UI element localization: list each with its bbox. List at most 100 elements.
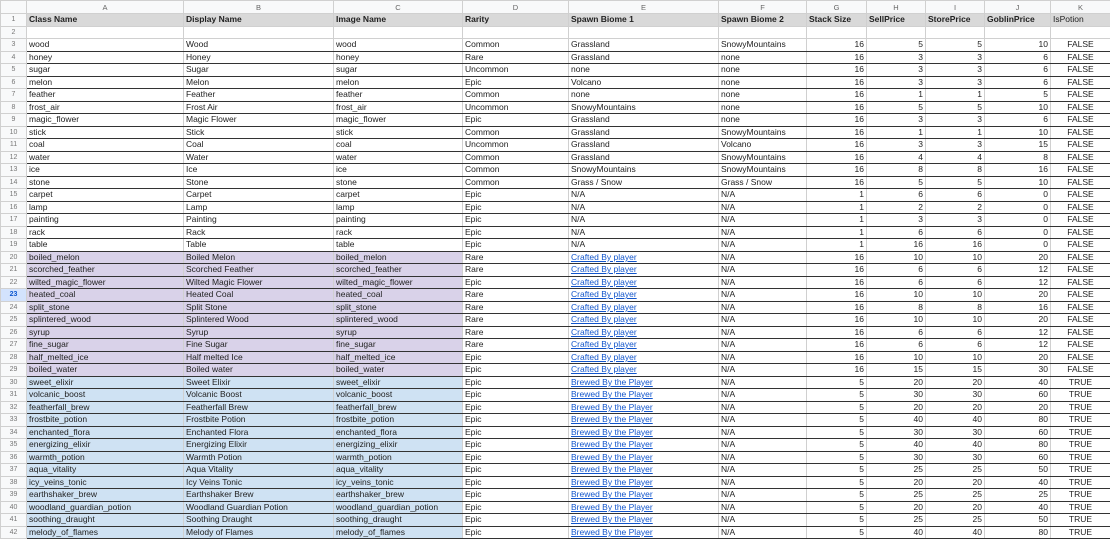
cell-j[interactable]: 40 xyxy=(984,475,1051,489)
cell-a[interactable]: boiled_water xyxy=(26,363,184,377)
cell-g[interactable]: 5 xyxy=(806,375,867,389)
cell-b[interactable]: Syrup xyxy=(183,325,334,339)
row-number[interactable]: 22 xyxy=(0,275,27,289)
cell-a[interactable]: split_stone xyxy=(26,300,184,314)
cell-d[interactable]: Epic xyxy=(462,438,569,452)
cell-k[interactable]: TRUE xyxy=(1050,375,1110,389)
cell-b[interactable]: Wilted Magic Flower xyxy=(183,275,334,289)
cell-e[interactable]: Volcano xyxy=(568,75,719,89)
cell-k[interactable]: FALSE xyxy=(1050,175,1110,189)
link-cell[interactable]: Brewed By the Player xyxy=(568,375,719,389)
row-number[interactable]: 32 xyxy=(0,400,27,414)
cell-i[interactable]: 5 xyxy=(925,38,985,52)
cell-k[interactable]: FALSE xyxy=(1050,188,1110,202)
cell-d[interactable]: Epic xyxy=(462,213,569,227)
cell-k[interactable]: FALSE xyxy=(1050,38,1110,52)
cell-i[interactable]: 6 xyxy=(925,325,985,339)
cell-h[interactable]: 6 xyxy=(866,263,926,277)
row-number[interactable]: 41 xyxy=(0,513,27,527)
cell-h[interactable]: 1 xyxy=(866,88,926,102)
row-number[interactable]: 4 xyxy=(0,50,27,64)
cell-f[interactable]: N/A xyxy=(718,313,807,327)
empty-cell[interactable] xyxy=(806,25,867,39)
cell-g[interactable]: 16 xyxy=(806,113,867,127)
cell-g[interactable]: 16 xyxy=(806,363,867,377)
cell-f[interactable]: none xyxy=(718,75,807,89)
cell-h[interactable]: 3 xyxy=(866,213,926,227)
cell-a[interactable]: wood xyxy=(26,38,184,52)
cell-b[interactable]: Table xyxy=(183,238,334,252)
cell-g[interactable]: 16 xyxy=(806,100,867,114)
cell-h[interactable]: 25 xyxy=(866,513,926,527)
link-cell[interactable]: Brewed By the Player xyxy=(568,513,719,527)
cell-j[interactable]: 12 xyxy=(984,325,1051,339)
cell-k[interactable]: FALSE xyxy=(1050,75,1110,89)
cell-h[interactable]: 20 xyxy=(866,400,926,414)
cell-j[interactable]: 50 xyxy=(984,463,1051,477)
cell-k[interactable]: TRUE xyxy=(1050,450,1110,464)
cell-d[interactable]: Epic xyxy=(462,275,569,289)
cell-b[interactable]: Melon xyxy=(183,75,334,89)
cell-i[interactable]: 20 xyxy=(925,400,985,414)
cell-g[interactable]: 16 xyxy=(806,138,867,152)
cell-i[interactable]: 4 xyxy=(925,150,985,164)
cell-c[interactable]: woodland_guardian_potion xyxy=(333,500,463,514)
link-cell[interactable]: Brewed By the Player xyxy=(568,413,719,427)
cell-b[interactable]: Earthshaker Brew xyxy=(183,488,334,502)
cell-d[interactable]: Epic xyxy=(462,400,569,414)
cell-f[interactable]: N/A xyxy=(718,363,807,377)
row-number[interactable]: 37 xyxy=(0,463,27,477)
cell-a[interactable]: water xyxy=(26,150,184,164)
cell-c[interactable]: earthshaker_brew xyxy=(333,488,463,502)
cell-d[interactable]: Rare xyxy=(462,338,569,352)
cell-a[interactable]: heated_coal xyxy=(26,288,184,302)
cell-f[interactable]: N/A xyxy=(718,425,807,439)
cell-f[interactable]: N/A xyxy=(718,513,807,527)
cell-e[interactable]: Grassland xyxy=(568,150,719,164)
cell-j[interactable]: 80 xyxy=(984,525,1051,539)
cell-g[interactable]: 5 xyxy=(806,450,867,464)
cell-j[interactable]: 12 xyxy=(984,338,1051,352)
cell-f[interactable]: none xyxy=(718,113,807,127)
row-number[interactable]: 14 xyxy=(0,175,27,189)
cell-h[interactable]: 20 xyxy=(866,500,926,514)
cell-f[interactable]: N/A xyxy=(718,300,807,314)
cell-k[interactable]: TRUE xyxy=(1050,488,1110,502)
cell-i[interactable]: 40 xyxy=(925,438,985,452)
cell-j[interactable]: 5 xyxy=(984,88,1051,102)
cell-b[interactable]: Icy Veins Tonic xyxy=(183,475,334,489)
row-number[interactable]: 6 xyxy=(0,75,27,89)
cell-g[interactable]: 16 xyxy=(806,313,867,327)
cell-d[interactable]: Epic xyxy=(462,113,569,127)
cell-g[interactable]: 16 xyxy=(806,63,867,77)
cell-i[interactable]: 20 xyxy=(925,375,985,389)
cell-d[interactable]: Epic xyxy=(462,425,569,439)
cell-a[interactable]: sugar xyxy=(26,63,184,77)
cell-g[interactable]: 5 xyxy=(806,525,867,539)
cell-g[interactable]: 16 xyxy=(806,300,867,314)
cell-f[interactable]: N/A xyxy=(718,238,807,252)
cell-i[interactable]: 3 xyxy=(925,63,985,77)
cell-i[interactable]: 15 xyxy=(925,363,985,377)
cell-k[interactable]: FALSE xyxy=(1050,300,1110,314)
cell-j[interactable]: 40 xyxy=(984,500,1051,514)
cell-c[interactable]: warmth_potion xyxy=(333,450,463,464)
link-cell[interactable]: Brewed By the Player xyxy=(568,425,719,439)
cell-c[interactable]: painting xyxy=(333,213,463,227)
cell-i[interactable]: 8 xyxy=(925,300,985,314)
cell-f[interactable]: N/A xyxy=(718,413,807,427)
cell-g[interactable]: 16 xyxy=(806,263,867,277)
cell-i[interactable]: 3 xyxy=(925,213,985,227)
cell-a[interactable]: aqua_vitality xyxy=(26,463,184,477)
cell-c[interactable]: soothing_draught xyxy=(333,513,463,527)
cell-j[interactable]: 25 xyxy=(984,488,1051,502)
cell-a[interactable]: coal xyxy=(26,138,184,152)
cell-b[interactable]: Warmth Potion xyxy=(183,450,334,464)
link-cell[interactable]: Crafted By player xyxy=(568,350,719,364)
cell-b[interactable]: Split Stone xyxy=(183,300,334,314)
row-number[interactable]: 13 xyxy=(0,163,27,177)
cell-h[interactable]: 6 xyxy=(866,325,926,339)
cell-h[interactable]: 5 xyxy=(866,100,926,114)
cell-a[interactable]: soothing_draught xyxy=(26,513,184,527)
cell-d[interactable]: Epic xyxy=(462,225,569,239)
